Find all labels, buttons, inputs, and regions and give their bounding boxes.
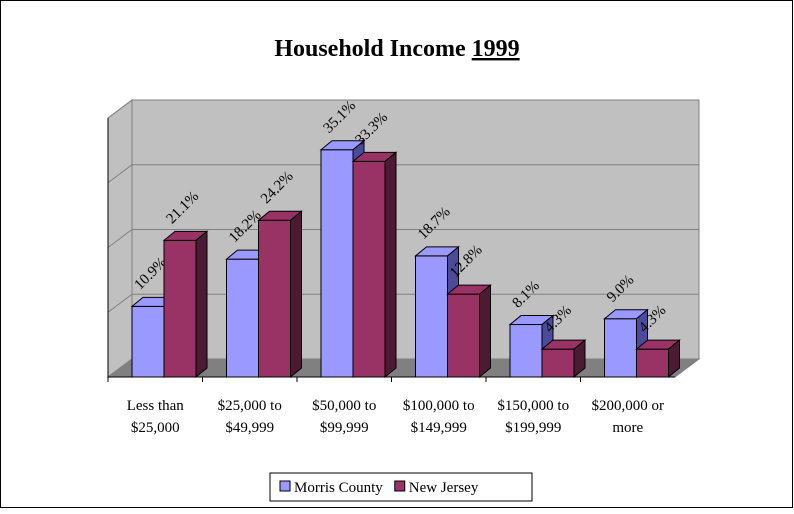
bar-front [258, 219, 291, 378]
bar-front [320, 149, 354, 378]
x-tick-label: $99,999 [320, 420, 369, 436]
bar [635, 339, 681, 379]
x-tick-label: more [612, 420, 643, 436]
legend-label: New Jersey [409, 480, 479, 496]
bar-side [479, 284, 491, 379]
bar [540, 339, 587, 379]
x-tick-label: $25,000 [131, 420, 180, 436]
x-tick-label: $50,000 to [312, 398, 376, 414]
legend-label: Morris County [294, 480, 383, 496]
bar-front [163, 239, 197, 378]
x-tick-label: Less than [127, 398, 185, 414]
grid-line [107, 164, 699, 184]
x-tick-label: $199,999 [505, 420, 561, 436]
x-tick-label: $100,000 to [403, 398, 475, 414]
bar-front [352, 160, 386, 378]
bar-front [604, 318, 637, 378]
bar-front [131, 305, 165, 378]
grid-line [107, 229, 699, 248]
chart-title: Household Income 1999 [274, 36, 519, 62]
bar-front [447, 293, 480, 378]
x-tick-label: $25,000 to [218, 398, 282, 414]
bar-side [384, 151, 397, 379]
bar-front [415, 255, 448, 378]
bar-front [541, 348, 575, 378]
bar [351, 151, 398, 379]
grid-line [107, 99, 699, 119]
x-tick-label: $200,000 or [592, 398, 665, 414]
bar [257, 210, 303, 379]
title-main: Household Income [274, 36, 466, 62]
bar-side [195, 230, 208, 379]
bar-front [509, 324, 543, 378]
x-tick-label: $49,999 [225, 420, 274, 436]
bar [162, 230, 209, 379]
bar [446, 284, 492, 379]
x-tick-label: $149,999 [411, 420, 467, 436]
x-tick-label: $150,000 to [497, 398, 569, 414]
bar-side [573, 339, 586, 379]
bar-front [226, 258, 259, 378]
bar-side [290, 210, 302, 379]
legend-swatch [279, 480, 291, 492]
grid-line [107, 293, 699, 313]
bar-side [668, 339, 680, 379]
legend-swatch [394, 480, 406, 492]
title-year: 1999 [472, 36, 520, 62]
bar-front [636, 348, 669, 378]
